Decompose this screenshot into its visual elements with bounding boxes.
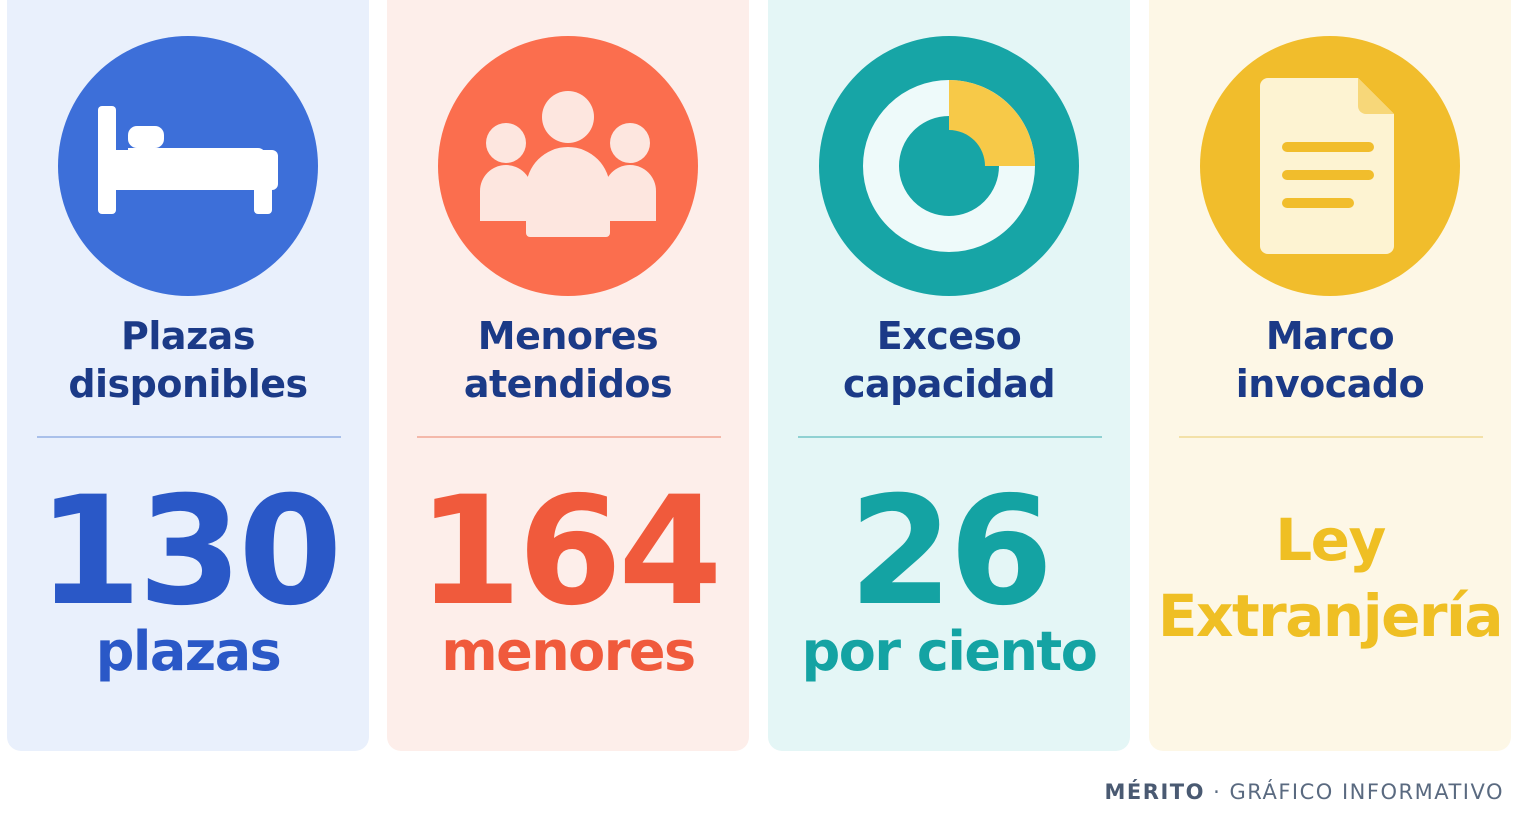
card-label: Exceso capacidad xyxy=(842,314,1056,406)
donut-chart-icon xyxy=(819,36,1079,296)
footer-credit: MÉRITO · GRÁFICO INFORMATIVO xyxy=(1105,780,1504,804)
people-icon xyxy=(438,36,698,296)
stat-unit: por ciento xyxy=(801,620,1098,683)
caption: GRÁFICO INFORMATIVO xyxy=(1229,780,1504,804)
stat-unit: plazas xyxy=(95,620,282,683)
divider xyxy=(37,436,341,438)
card-marco: Marco invocado Ley Extranjería xyxy=(1149,0,1511,751)
card-exceso: Exceso capacidad 26 por ciento xyxy=(768,0,1130,751)
stat-value: 164 xyxy=(417,465,722,639)
document-icon xyxy=(1200,36,1460,296)
stat-value-law: Ley Extranjería xyxy=(1157,506,1504,650)
card-plazas: Plazas disponibles 130 plazas xyxy=(7,0,369,751)
bed-icon xyxy=(58,36,318,296)
brand-name: MÉRITO xyxy=(1104,780,1205,804)
divider xyxy=(798,436,1102,438)
divider xyxy=(417,436,721,438)
card-label: Marco invocado xyxy=(1235,314,1425,406)
card-label: Plazas disponibles xyxy=(68,314,308,406)
card-label: Menores atendidos xyxy=(463,314,673,406)
separator: · xyxy=(1204,780,1230,804)
stat-value: 130 xyxy=(37,465,342,639)
stat-unit: menores xyxy=(441,620,696,683)
divider xyxy=(1179,436,1483,438)
card-menores: Menores atendidos 164 menores xyxy=(387,0,749,751)
stat-value: 26 xyxy=(848,465,1054,639)
